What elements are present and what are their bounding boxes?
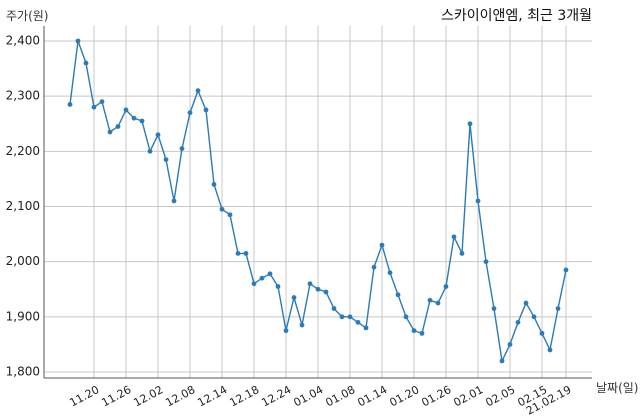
data-point <box>211 182 217 187</box>
data-point <box>419 330 425 336</box>
data-point <box>171 198 177 204</box>
x-tick-label: 02.01 <box>451 383 485 409</box>
data-point <box>203 107 209 113</box>
grid-lines <box>44 26 592 378</box>
data-point <box>531 314 537 320</box>
data-point <box>115 124 121 129</box>
data-point <box>179 146 185 151</box>
y-tick-label: 1,800 <box>6 365 40 379</box>
data-point <box>163 157 169 163</box>
x-tick-label: 01.14 <box>355 383 389 409</box>
data-point <box>355 319 361 325</box>
data-point <box>459 250 465 256</box>
y-tick-labels: 1,800 1,900 2,000 2,100 2,200 2,300 2,400 <box>6 34 40 379</box>
data-point <box>363 325 369 331</box>
data-point <box>131 115 137 121</box>
data-point <box>235 250 241 256</box>
x-tick-label: 12.14 <box>195 383 229 409</box>
y-tick-label: 1,900 <box>6 309 40 323</box>
x-tick-labels: 11.2011.2612.0212.0812.1412.1812.2401.04… <box>67 383 573 417</box>
data-point <box>123 107 129 113</box>
data-point <box>291 295 297 300</box>
data-point <box>107 129 113 135</box>
data-point <box>523 300 529 306</box>
x-tick-label: 01.08 <box>323 383 357 409</box>
data-point <box>443 284 449 289</box>
data-point <box>507 342 513 347</box>
axes <box>43 26 592 379</box>
y-tick-label: 2,200 <box>6 144 40 158</box>
data-point <box>251 281 257 287</box>
data-point <box>491 306 497 311</box>
data-point <box>187 110 193 116</box>
data-point <box>339 314 345 320</box>
y-tick-label: 2,400 <box>6 34 40 48</box>
data-point <box>75 38 81 44</box>
data-point <box>147 148 153 154</box>
data-point <box>371 264 377 270</box>
data-point <box>275 284 281 289</box>
x-tick-label: 01.26 <box>419 383 453 409</box>
data-point <box>403 314 409 320</box>
data-point <box>307 281 313 287</box>
x-tick-label: 12.02 <box>131 383 165 409</box>
x-tick-label: 12.08 <box>163 383 197 409</box>
data-point <box>411 328 417 334</box>
data-point <box>67 102 73 107</box>
x-axis-label: 날짜(일) <box>596 381 638 395</box>
x-tick-label: 12.18 <box>227 383 261 409</box>
data-point <box>555 306 561 311</box>
data-point <box>83 60 89 66</box>
data-point <box>435 300 441 306</box>
data-point <box>395 292 401 298</box>
x-tick-label: 12.24 <box>259 383 293 409</box>
data-point <box>563 267 569 273</box>
data-point <box>387 270 393 276</box>
data-point <box>219 206 225 212</box>
data-point <box>347 314 353 320</box>
data-point <box>499 358 505 364</box>
x-tick-label: 11.20 <box>67 383 101 409</box>
data-point <box>315 286 321 292</box>
x-tick-label: 01.20 <box>387 383 421 409</box>
data-point <box>379 242 385 248</box>
data-point <box>475 198 481 204</box>
data-point <box>195 88 201 94</box>
data-point <box>427 297 433 303</box>
y-tick-label: 2,000 <box>6 254 40 268</box>
data-point <box>547 347 553 353</box>
data-point <box>331 306 337 311</box>
data-point <box>259 275 265 281</box>
data-point <box>451 234 457 240</box>
price-series <box>67 38 569 364</box>
data-point <box>299 322 305 328</box>
data-point <box>139 118 145 124</box>
y-tick-label: 2,100 <box>6 199 40 213</box>
data-point <box>99 99 105 105</box>
x-tick-label: 01.04 <box>291 383 325 409</box>
data-point <box>155 132 161 138</box>
data-point <box>539 330 545 336</box>
x-tick-label: 02.05 <box>483 383 517 409</box>
data-point <box>283 328 289 334</box>
data-point <box>243 250 249 256</box>
x-tick-label: 11.26 <box>99 383 133 409</box>
y-tick-label: 2,300 <box>6 89 40 103</box>
data-point <box>323 289 329 295</box>
y-axis-label: 주가(원) <box>6 9 48 23</box>
data-point <box>91 104 97 110</box>
data-point <box>467 121 473 127</box>
data-point <box>267 271 273 277</box>
data-point <box>227 212 233 218</box>
chart-title: 스카이이앤엠, 최근 3개월 <box>441 8 592 24</box>
data-point <box>515 319 521 325</box>
data-point <box>483 259 489 265</box>
